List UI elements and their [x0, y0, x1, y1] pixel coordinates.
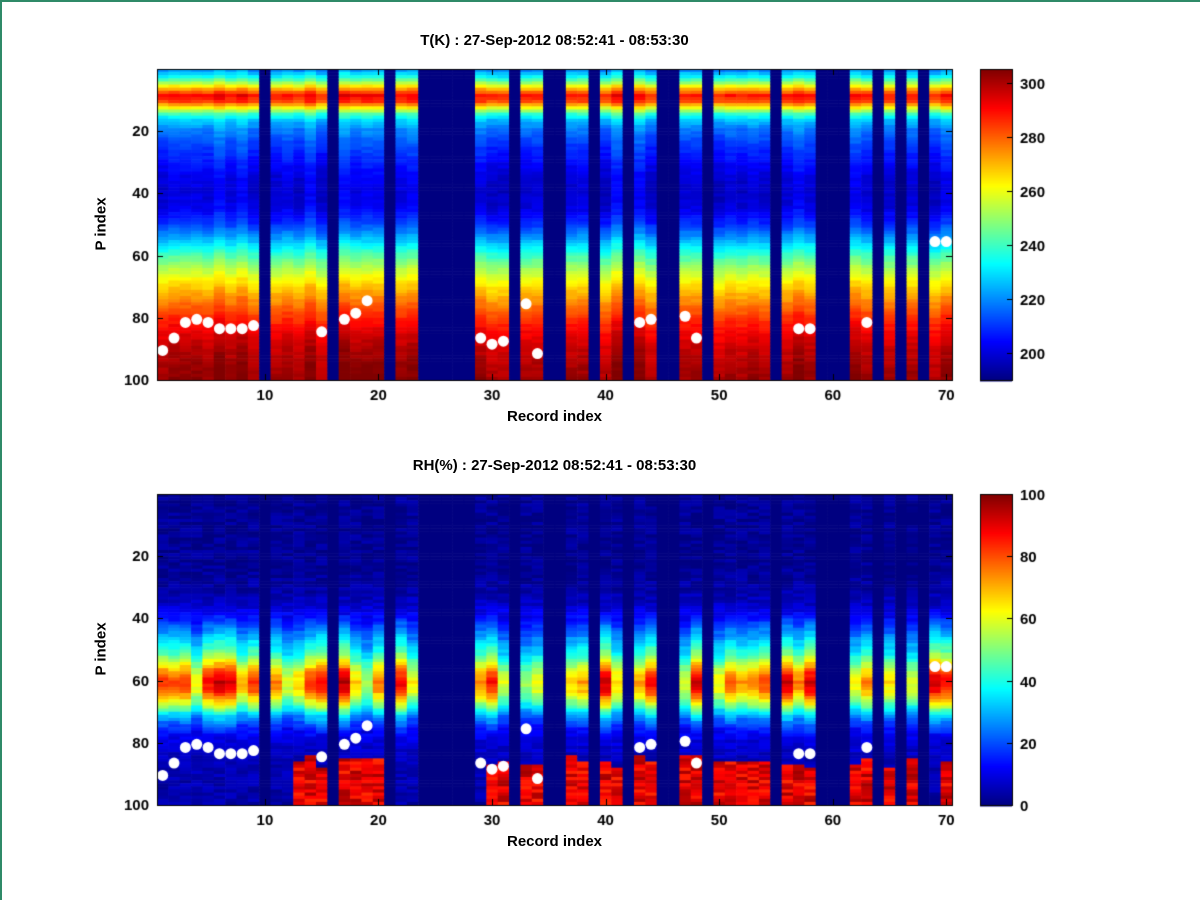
panel1-y-axis-label: P index	[92, 197, 110, 251]
panel2-title: RH(%) : 27-Sep-2012 08:52:41 - 08:53:30	[412, 457, 697, 474]
panel2-y-axis-label: P index	[92, 622, 110, 676]
panel1-x-axis-label: Record index	[506, 408, 603, 425]
panel1-title: T(K) : 27-Sep-2012 08:52:41 - 08:53:30	[420, 32, 689, 49]
panel2-x-axis-label: Record index	[506, 833, 603, 850]
